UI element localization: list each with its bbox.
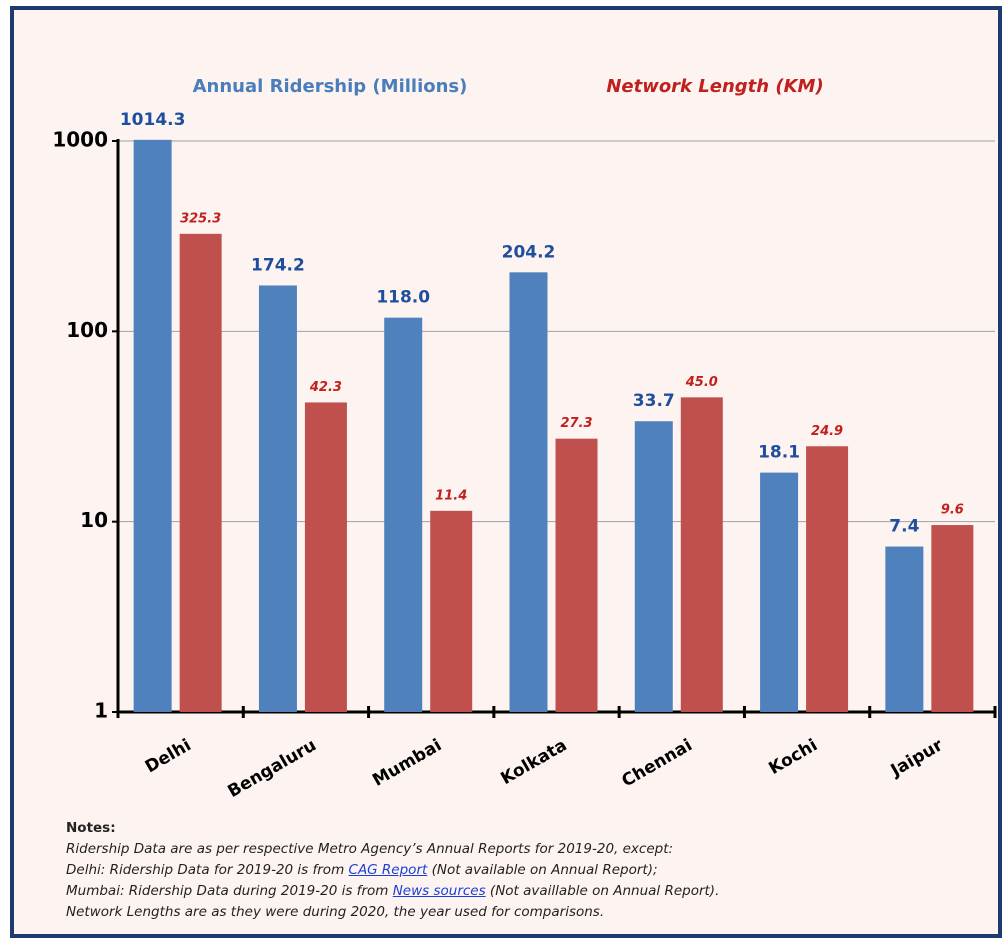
x-tick-label: Bengaluru [224,735,319,802]
value-label: 7.4 [889,517,919,537]
value-label: 18.1 [758,443,800,463]
value-label: 9.6 [941,503,964,518]
bar [931,525,974,712]
note-line: Ridership Data are as per respective Met… [66,839,719,860]
bar [133,139,172,713]
y-tick-label: 1000 [52,128,108,152]
x-tick-label: Kochi [766,735,822,779]
x-tick-label: Kolkata [497,735,570,789]
legend-label: Network Length (KM) [606,76,823,97]
note-line: Network Lengths are as they were during … [66,902,719,923]
notes-title: Notes: [66,820,116,836]
bar [634,421,673,712]
value-label: 174.2 [251,255,305,275]
bar [680,397,723,712]
note-text: Ridership Data are as per respective Met… [66,841,674,857]
x-tick-label: Mumbai [369,735,445,790]
bar [304,402,347,712]
x-tick-label: Chennai [619,735,696,791]
value-label: 45.0 [685,375,718,390]
value-label: 42.3 [309,380,342,395]
notes: Notes: Ridership Data are as per respect… [66,818,719,923]
bar [430,510,473,712]
value-label: 204.2 [502,242,556,262]
bar [179,233,222,712]
legend-label: Annual Ridership (Millions) [193,76,468,97]
bar [806,446,849,712]
note-text: (Not available on Annual Report); [427,862,658,878]
bar [885,546,924,712]
note-text: Mumbai: Ridership Data during 2019-20 is… [66,883,393,899]
value-label: 118.0 [376,288,430,308]
note-link[interactable]: CAG Report [348,862,428,878]
note-link[interactable]: News sources [392,883,486,899]
value-label: 325.3 [180,211,221,226]
bar [509,272,548,712]
y-tick-label: 10 [80,508,108,532]
y-tick-label: 100 [66,318,108,342]
note-line: Delhi: Ridership Data for 2019-20 is fro… [66,860,719,881]
bar [384,317,423,712]
value-label: 24.9 [811,424,843,439]
note-text: (Not availlable on Annual Report). [485,883,720,899]
bar [258,285,297,712]
value-label: 27.3 [560,416,592,431]
note-line: Mumbai: Ridership Data during 2019-20 is… [66,881,719,902]
x-tick-label: Jaipur [887,735,947,781]
value-label: 33.7 [633,391,675,411]
value-label: 11.4 [435,488,467,503]
x-tick-label: Delhi [142,735,195,777]
bar [760,472,799,712]
note-text: Delhi: Ridership Data for 2019-20 is fro… [66,862,349,878]
value-label: 1014.3 [120,110,186,130]
bar [555,438,598,712]
note-text: Network Lengths are as they were during … [66,904,605,920]
y-tick-label: 1 [94,699,108,723]
